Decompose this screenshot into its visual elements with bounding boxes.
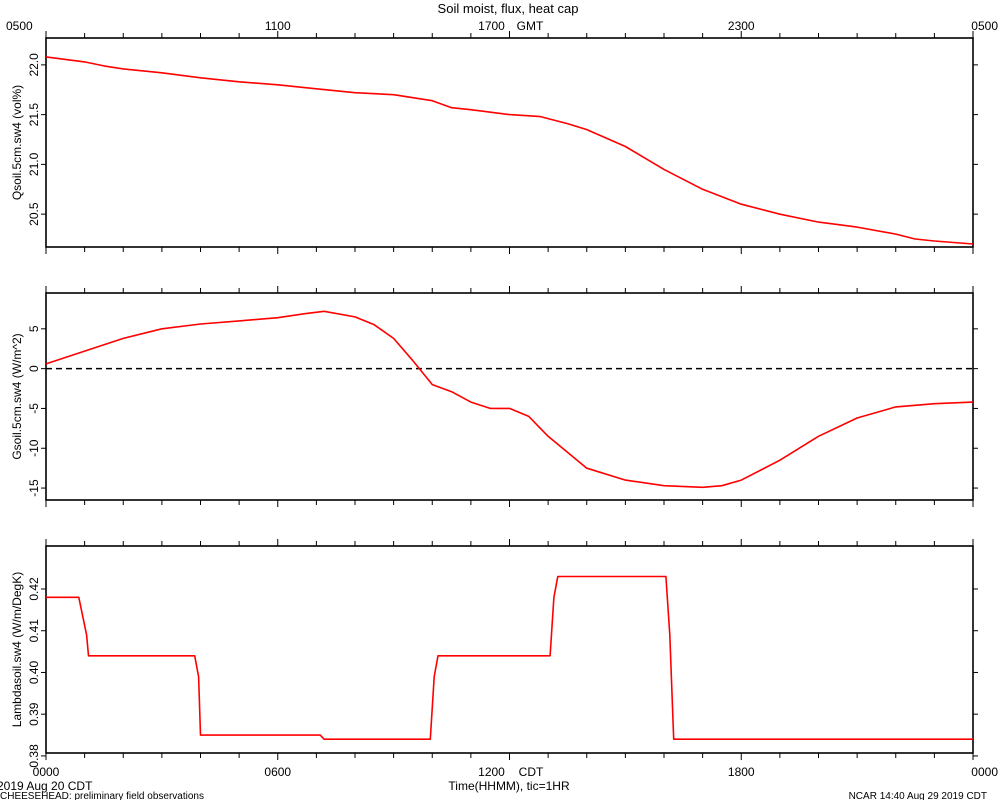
- y-tick-label: -10: [27, 439, 41, 457]
- bottom-axis-labels: 0000 0600 1200 1800 0000: [33, 765, 999, 779]
- x-tick-label-top: 0500: [971, 19, 998, 33]
- y-axis-label: Gsoil.5cm.sw4 (W/m^2): [10, 333, 24, 459]
- y-tick-label: 5: [27, 325, 41, 332]
- x-tick-label-bottom: 1800: [728, 765, 755, 779]
- y-tick-label: 0.38: [27, 744, 41, 768]
- series-line: [45, 310, 974, 489]
- y-tick-label: 0: [27, 365, 41, 372]
- date-label: 2019 Aug 20 CDT: [0, 779, 93, 793]
- y-tick-label: -15: [27, 479, 41, 497]
- y-tick-label: 22.0: [27, 53, 41, 77]
- y-tick-label: 0.40: [27, 660, 41, 684]
- x-tick-label-bottom: 0600: [264, 765, 291, 779]
- y-tick-label: 21.0: [27, 152, 41, 176]
- bottom-axis-unit-label: CDT: [519, 765, 544, 779]
- plot-frame: [45, 292, 974, 501]
- y-tick-label: 0.41: [27, 619, 41, 643]
- y-tick-label: 0.42: [27, 577, 41, 601]
- top-axis-unit-label: GMT: [517, 19, 544, 33]
- plot-frame: [45, 545, 974, 754]
- x-tick-label-top: 2300: [728, 19, 755, 33]
- y-tick-label: -5: [27, 403, 41, 414]
- x-tick-label-top: 1100: [265, 19, 291, 33]
- y-tick-label: 21.5: [27, 103, 41, 127]
- footer-left: CHEESEHEAD: preliminary field observatio…: [0, 791, 204, 800]
- footer-right: NCAR 14:40 Aug 29 2019 CDT: [849, 791, 987, 800]
- x-tick-label-bottom: 0000: [33, 765, 60, 779]
- plot-frame: [45, 37, 974, 248]
- chart-title: Soil moist, flux, heat cap: [438, 1, 579, 16]
- bottom-axis-title: Time(HHMM), tic=1HR: [448, 779, 570, 793]
- x-tick-label-top: 1700: [478, 19, 505, 33]
- series-line: [46, 575, 973, 740]
- y-tick-label: 0.39: [27, 702, 41, 726]
- top-axis-labels: 0500 1100 1700 2300 0500: [6, 19, 998, 33]
- x-tick-label-top: 0500: [6, 19, 33, 33]
- x-tick-label-bottom: 0000: [971, 765, 998, 779]
- y-tick-label: 20.5: [27, 202, 41, 226]
- series-line: [45, 56, 974, 245]
- y-axis-label: Qsoil.5cm.sw4 (vol%): [10, 85, 24, 200]
- y-axis-label: Lambdasoil.sw4 (W/m/DegK): [10, 572, 24, 727]
- x-tick-label-bottom: 1200: [478, 765, 505, 779]
